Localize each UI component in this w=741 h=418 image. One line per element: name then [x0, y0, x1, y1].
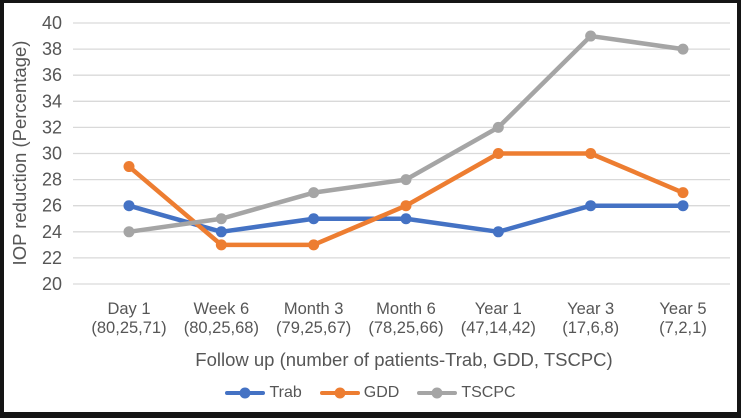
data-point-gdd: [585, 148, 597, 159]
data-point-gdd: [215, 239, 227, 251]
data-point-trab: [585, 200, 597, 212]
data-point-trab: [123, 200, 135, 212]
y-tick-label: 20: [42, 274, 62, 294]
x-axis-category-labels: Day 1(80,25,71)Week 6(80,25,68)Month 3(7…: [91, 300, 706, 337]
x-category-label: Year 3: [567, 300, 614, 318]
legend-marker-line-trab: [225, 387, 266, 399]
x-category-label: Week 6: [194, 300, 250, 318]
gridlines: [73, 22, 730, 285]
chart-legend: Trab GDD TSCPC: [4, 381, 737, 405]
data-point-tscpc: [308, 187, 320, 199]
legend-label-gdd: GDD: [363, 384, 400, 401]
legend-label-trab: Trab: [269, 384, 302, 401]
y-axis-tick-labels: 20 22 24 26 28 30 32 34 36 38 40: [42, 13, 62, 294]
x-category-label: Day 1: [107, 300, 150, 318]
data-point-gdd: [400, 200, 412, 212]
legend-item-tscpc: TSCPC: [417, 384, 516, 402]
y-tick-label: 22: [42, 248, 62, 268]
data-point-gdd: [677, 187, 689, 199]
data-point-gdd: [308, 239, 320, 251]
y-tick-label: 24: [42, 222, 62, 242]
x-category-sublabel: (80,25,68): [184, 319, 259, 337]
x-category-label: Month 6: [376, 300, 436, 318]
y-tick-label: 32: [42, 117, 62, 137]
data-point-gdd: [492, 148, 504, 159]
line-chart: 20 22 24 26 28 30 32 34 36 38 40 Day 1(80,25,71) We…: [9, 13, 730, 370]
legend-item-gdd: GDD: [319, 384, 400, 402]
series-lines: [123, 30, 689, 251]
x-category-sublabel: (80,25,71): [91, 319, 166, 337]
y-tick-label: 34: [42, 91, 62, 111]
data-point-trab: [400, 213, 412, 225]
x-category-label: Year 1: [475, 300, 522, 318]
y-tick-label: 36: [42, 65, 62, 85]
x-category-sublabel: (7,2,1): [659, 319, 707, 337]
y-tick-label: 40: [42, 13, 62, 33]
data-point-trab: [492, 226, 504, 238]
x-category-sublabel: (47,14,42): [461, 319, 536, 337]
x-category-label: Month 3: [284, 300, 344, 318]
x-category-sublabel: (79,25,67): [276, 319, 351, 337]
x-category-sublabel: (17,6,8): [562, 319, 619, 337]
legend-item-trab: Trab: [225, 384, 302, 402]
y-tick-label: 30: [42, 144, 62, 164]
y-tick-label: 38: [42, 39, 62, 59]
data-point-tscpc: [492, 121, 504, 133]
x-axis-title: Follow up (number of patients-Trab, GDD,…: [195, 349, 612, 370]
legend-marker-line-tscpc: [417, 387, 458, 399]
legend-marker-dot-gdd: [334, 387, 346, 399]
data-point-trab: [308, 213, 320, 225]
legend-marker-line-gdd: [319, 387, 360, 399]
data-point-trab: [215, 226, 227, 238]
legend-label-tscpc: TSCPC: [461, 384, 516, 401]
data-point-gdd: [123, 161, 135, 173]
y-axis-title: IOP reduction (Percentage): [9, 41, 30, 266]
y-tick-label: 26: [42, 196, 62, 216]
y-tick-label: 28: [42, 170, 62, 190]
data-point-tscpc: [123, 226, 135, 238]
legend-marker-dot-tscpc: [431, 387, 443, 399]
x-category-sublabel: (78,25,66): [368, 319, 443, 337]
x-category-label: Year 5: [659, 300, 706, 318]
data-point-tscpc: [400, 174, 412, 186]
data-point-trab: [677, 200, 689, 212]
legend-marker-dot-trab: [239, 387, 251, 399]
data-point-tscpc: [585, 30, 597, 42]
data-point-tscpc: [677, 43, 689, 55]
data-point-tscpc: [215, 213, 227, 225]
